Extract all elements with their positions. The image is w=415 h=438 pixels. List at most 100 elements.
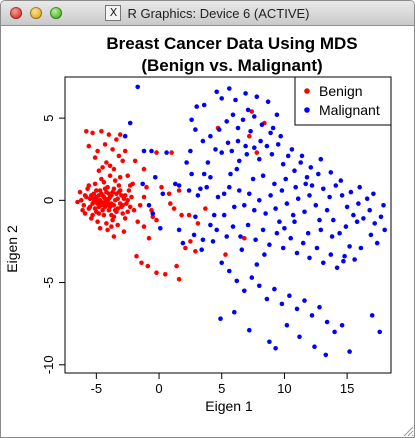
malignant-point (232, 204, 237, 210)
malignant-point (140, 181, 145, 187)
benign-point (100, 165, 105, 170)
malignant-point (210, 239, 216, 244)
malignant-point (228, 171, 233, 177)
benign-point (116, 183, 122, 188)
benign-point (106, 196, 112, 201)
malignant-point (164, 150, 169, 155)
malignant-point (230, 112, 236, 118)
benign-point (111, 186, 117, 192)
benign-point (92, 155, 98, 160)
malignant-point (328, 252, 334, 257)
benign-point (168, 201, 173, 206)
benign-point (100, 201, 105, 206)
malignant-point (374, 240, 380, 246)
malignant-point (250, 176, 256, 182)
malignant-point (344, 204, 350, 210)
malignant-point (193, 214, 198, 220)
malignant-point (321, 186, 326, 192)
malignant-point (294, 306, 300, 312)
malignant-point (242, 288, 247, 294)
malignant-point (218, 316, 223, 322)
malignant-point (253, 237, 258, 243)
malignant-point (270, 125, 276, 131)
y-tick-label: 0 (41, 197, 56, 204)
malignant-point (244, 152, 250, 157)
benign-point (174, 263, 179, 269)
benign-point (109, 212, 114, 218)
malignant-point (339, 193, 345, 198)
benign-point (99, 129, 104, 134)
benign-point (125, 198, 130, 203)
malignant-point (327, 194, 332, 200)
malignant-point (225, 140, 231, 146)
benign-point (82, 211, 88, 216)
malignant-point (267, 339, 272, 345)
window-titlebar[interactable]: X R Graphics: Device 6 (ACTIVE) (1, 1, 414, 26)
malignant-point (221, 212, 227, 218)
malignant-point (318, 227, 324, 233)
zoom-window-button[interactable] (50, 7, 62, 19)
malignant-point (257, 283, 262, 289)
benign-point (91, 199, 97, 205)
malignant-point (208, 133, 213, 139)
benign-point (116, 153, 122, 159)
close-window-button[interactable] (10, 7, 22, 19)
malignant-point (283, 176, 289, 182)
y-axis-label: Eigen 2 (4, 225, 20, 273)
malignant-point (216, 127, 222, 132)
malignant-point (372, 221, 378, 226)
axes: -5 0 5 10 15 -10 -5 0 5 (41, 76, 392, 396)
malignant-point (297, 334, 302, 340)
malignant-point (219, 150, 224, 155)
malignant-point (234, 278, 240, 284)
malignant-point (252, 207, 257, 213)
x-tick-label: 15 (340, 381, 354, 396)
benign-point (188, 239, 193, 244)
malignant-point (356, 201, 361, 206)
malignant-point (300, 240, 306, 246)
malignant-point (338, 178, 344, 183)
benign-point (121, 229, 127, 234)
malignant-point (263, 211, 268, 216)
y-tick-label: -5 (41, 277, 56, 289)
malignant-point (173, 181, 178, 187)
minimize-window-button[interactable] (30, 7, 42, 19)
benign-point (254, 150, 260, 155)
malignant-point (219, 96, 224, 101)
legend-label-benign: Benign (319, 83, 363, 99)
malignant-point (260, 173, 266, 178)
malignant-point (321, 260, 326, 266)
benign-point (117, 188, 123, 193)
malignant-point (230, 224, 236, 229)
malignant-point (273, 346, 278, 351)
malignant-point (282, 226, 287, 231)
benign-point (104, 160, 109, 165)
malignant-point (367, 207, 373, 213)
malignant-point (240, 117, 246, 123)
malignant-point (160, 191, 166, 197)
malignant-point (274, 230, 280, 236)
benign-point (110, 147, 115, 152)
x-tick-label: 0 (155, 381, 162, 396)
legend: Benign Malignant (294, 76, 392, 126)
benign-point (176, 188, 182, 193)
malignant-point (180, 240, 186, 246)
malignant-point (205, 160, 211, 165)
benign-point (101, 179, 107, 185)
malignant-point (324, 319, 330, 325)
benign-point (169, 150, 174, 155)
benign-point (101, 212, 107, 218)
malignant-point (238, 234, 243, 239)
benign-point (82, 193, 88, 198)
benign-point (91, 196, 97, 201)
resize-grip-icon[interactable] (402, 425, 414, 437)
malignant-point (186, 188, 192, 193)
benign-point (137, 203, 143, 208)
malignant-point (243, 91, 248, 96)
malignant-point (369, 313, 375, 318)
malignant-point (227, 86, 232, 91)
malignant-point (201, 171, 207, 177)
benign-point (242, 235, 247, 241)
malignant-point (214, 89, 219, 95)
